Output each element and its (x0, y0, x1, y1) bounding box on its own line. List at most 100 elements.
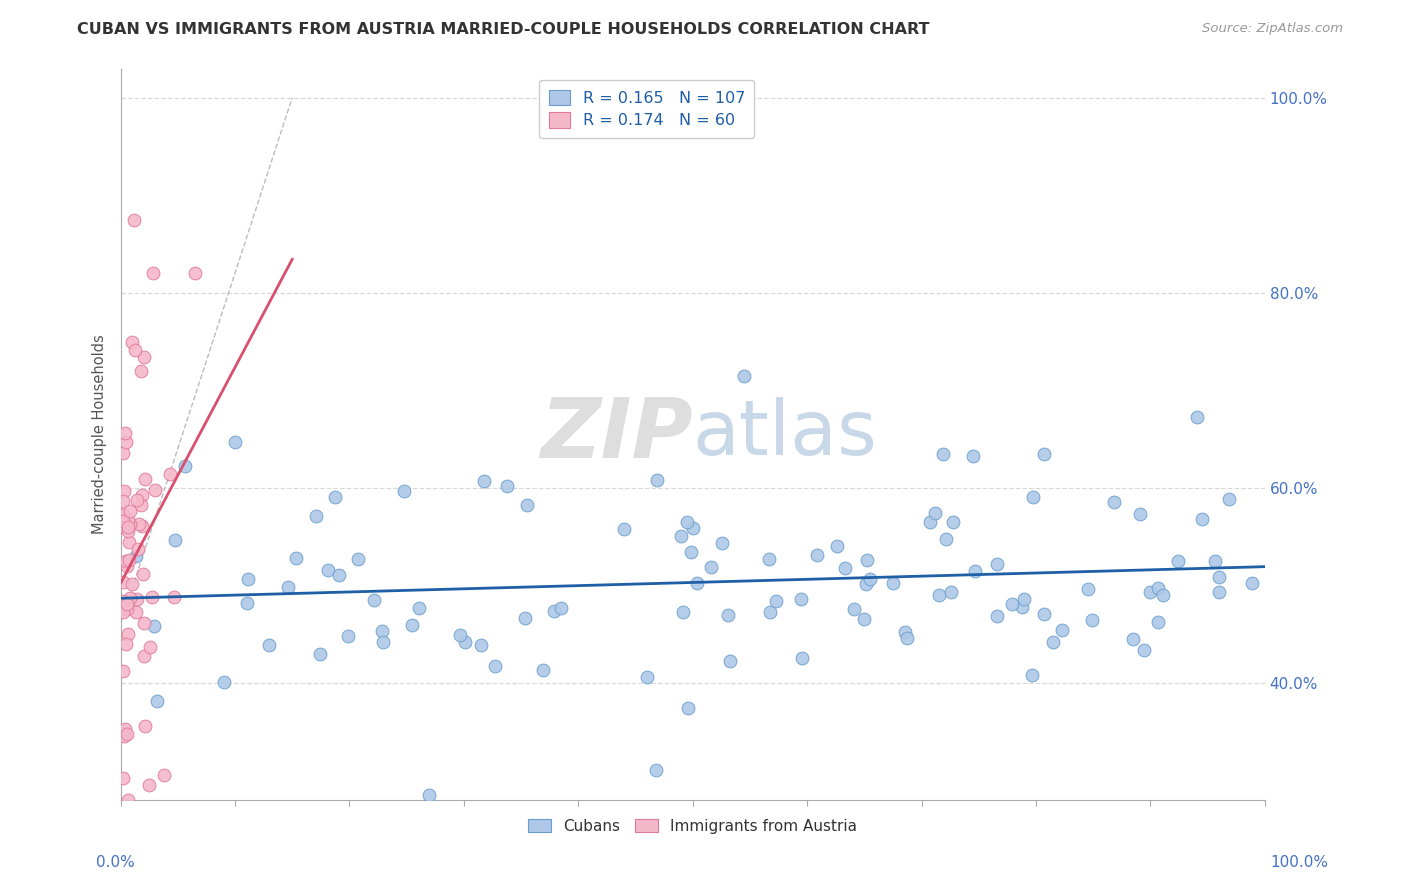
Point (550, 601, 572, 615)
Point (932, 447, 955, 461)
Point (127, 541, 149, 556)
Point (114, 723, 136, 737)
Point (408, 601, 430, 615)
Point (153, 768, 176, 782)
Point (928, 588, 950, 602)
Point (117, 792, 139, 806)
Point (924, 506, 946, 520)
Point (682, 521, 704, 535)
Point (513, 611, 536, 625)
Point (636, 670, 658, 684)
Point (1021, 667, 1043, 681)
Point (1208, 570, 1230, 584)
Point (1204, 554, 1226, 568)
Point (1014, 591, 1036, 606)
Point (337, 629, 360, 643)
Point (115, 554, 138, 568)
Point (129, 498, 152, 512)
Point (733, 368, 755, 383)
Point (962, 449, 984, 463)
Point (669, 529, 692, 543)
Point (111, 605, 134, 619)
Point (676, 700, 699, 714)
Point (316, 563, 339, 577)
Point (111, 771, 134, 785)
Point (1187, 409, 1209, 424)
Point (986, 608, 1008, 623)
Point (392, 484, 415, 499)
Point (759, 605, 782, 619)
Point (309, 647, 332, 661)
Point (418, 788, 440, 802)
Text: CUBAN VS IMMIGRANTS FROM AUSTRIA MARRIED-COUPLE HOUSEHOLDS CORRELATION CHART: CUBAN VS IMMIGRANTS FROM AUSTRIA MARRIED… (77, 22, 929, 37)
Point (111, 575, 134, 590)
Point (112, 729, 135, 743)
Point (855, 553, 877, 567)
Point (882, 575, 904, 590)
Point (472, 474, 495, 488)
Point (184, 266, 207, 280)
Point (449, 628, 471, 642)
Point (112, 520, 135, 534)
Point (935, 533, 957, 547)
Point (277, 580, 299, 594)
Point (1001, 598, 1024, 612)
Point (806, 549, 828, 563)
Point (236, 572, 259, 586)
Point (134, 719, 156, 733)
Point (1052, 624, 1074, 638)
Point (842, 602, 865, 616)
Point (1081, 613, 1104, 627)
Point (125, 549, 148, 564)
Point (132, 615, 155, 630)
Point (453, 635, 475, 649)
Point (896, 631, 918, 645)
Point (758, 551, 780, 566)
Point (142, 266, 165, 280)
Point (328, 568, 350, 582)
Text: 0.0%: 0.0% (96, 855, 135, 870)
Point (347, 551, 370, 566)
Point (963, 564, 986, 578)
Point (111, 446, 134, 460)
Point (118, 534, 141, 549)
Text: atlas: atlas (693, 397, 877, 471)
Point (114, 425, 136, 440)
Point (1139, 585, 1161, 599)
Text: Source: ZipAtlas.com: Source: ZipAtlas.com (1202, 22, 1343, 36)
Point (918, 515, 941, 529)
Point (305, 509, 328, 524)
Point (699, 560, 721, 574)
Point (496, 479, 519, 493)
Point (363, 593, 385, 607)
Point (127, 493, 149, 508)
Point (711, 535, 734, 549)
Point (1129, 507, 1152, 521)
Point (825, 539, 848, 553)
Point (323, 490, 346, 504)
Point (1218, 491, 1240, 506)
Point (112, 726, 135, 740)
Point (112, 665, 135, 679)
Point (543, 604, 565, 618)
Point (174, 458, 197, 473)
Point (855, 577, 877, 591)
Point (115, 637, 138, 651)
Point (681, 545, 703, 559)
Point (645, 474, 668, 488)
Point (117, 602, 139, 616)
Point (1104, 495, 1126, 509)
Point (1011, 599, 1033, 614)
Point (942, 515, 965, 529)
Point (118, 504, 141, 518)
Point (143, 483, 166, 498)
Point (1022, 490, 1045, 504)
Point (134, 472, 156, 486)
Text: ZIP: ZIP (540, 393, 693, 475)
Point (718, 654, 741, 668)
Point (120, 516, 142, 531)
Point (1033, 607, 1056, 622)
Point (111, 494, 134, 508)
Point (765, 594, 787, 608)
Point (115, 559, 138, 574)
